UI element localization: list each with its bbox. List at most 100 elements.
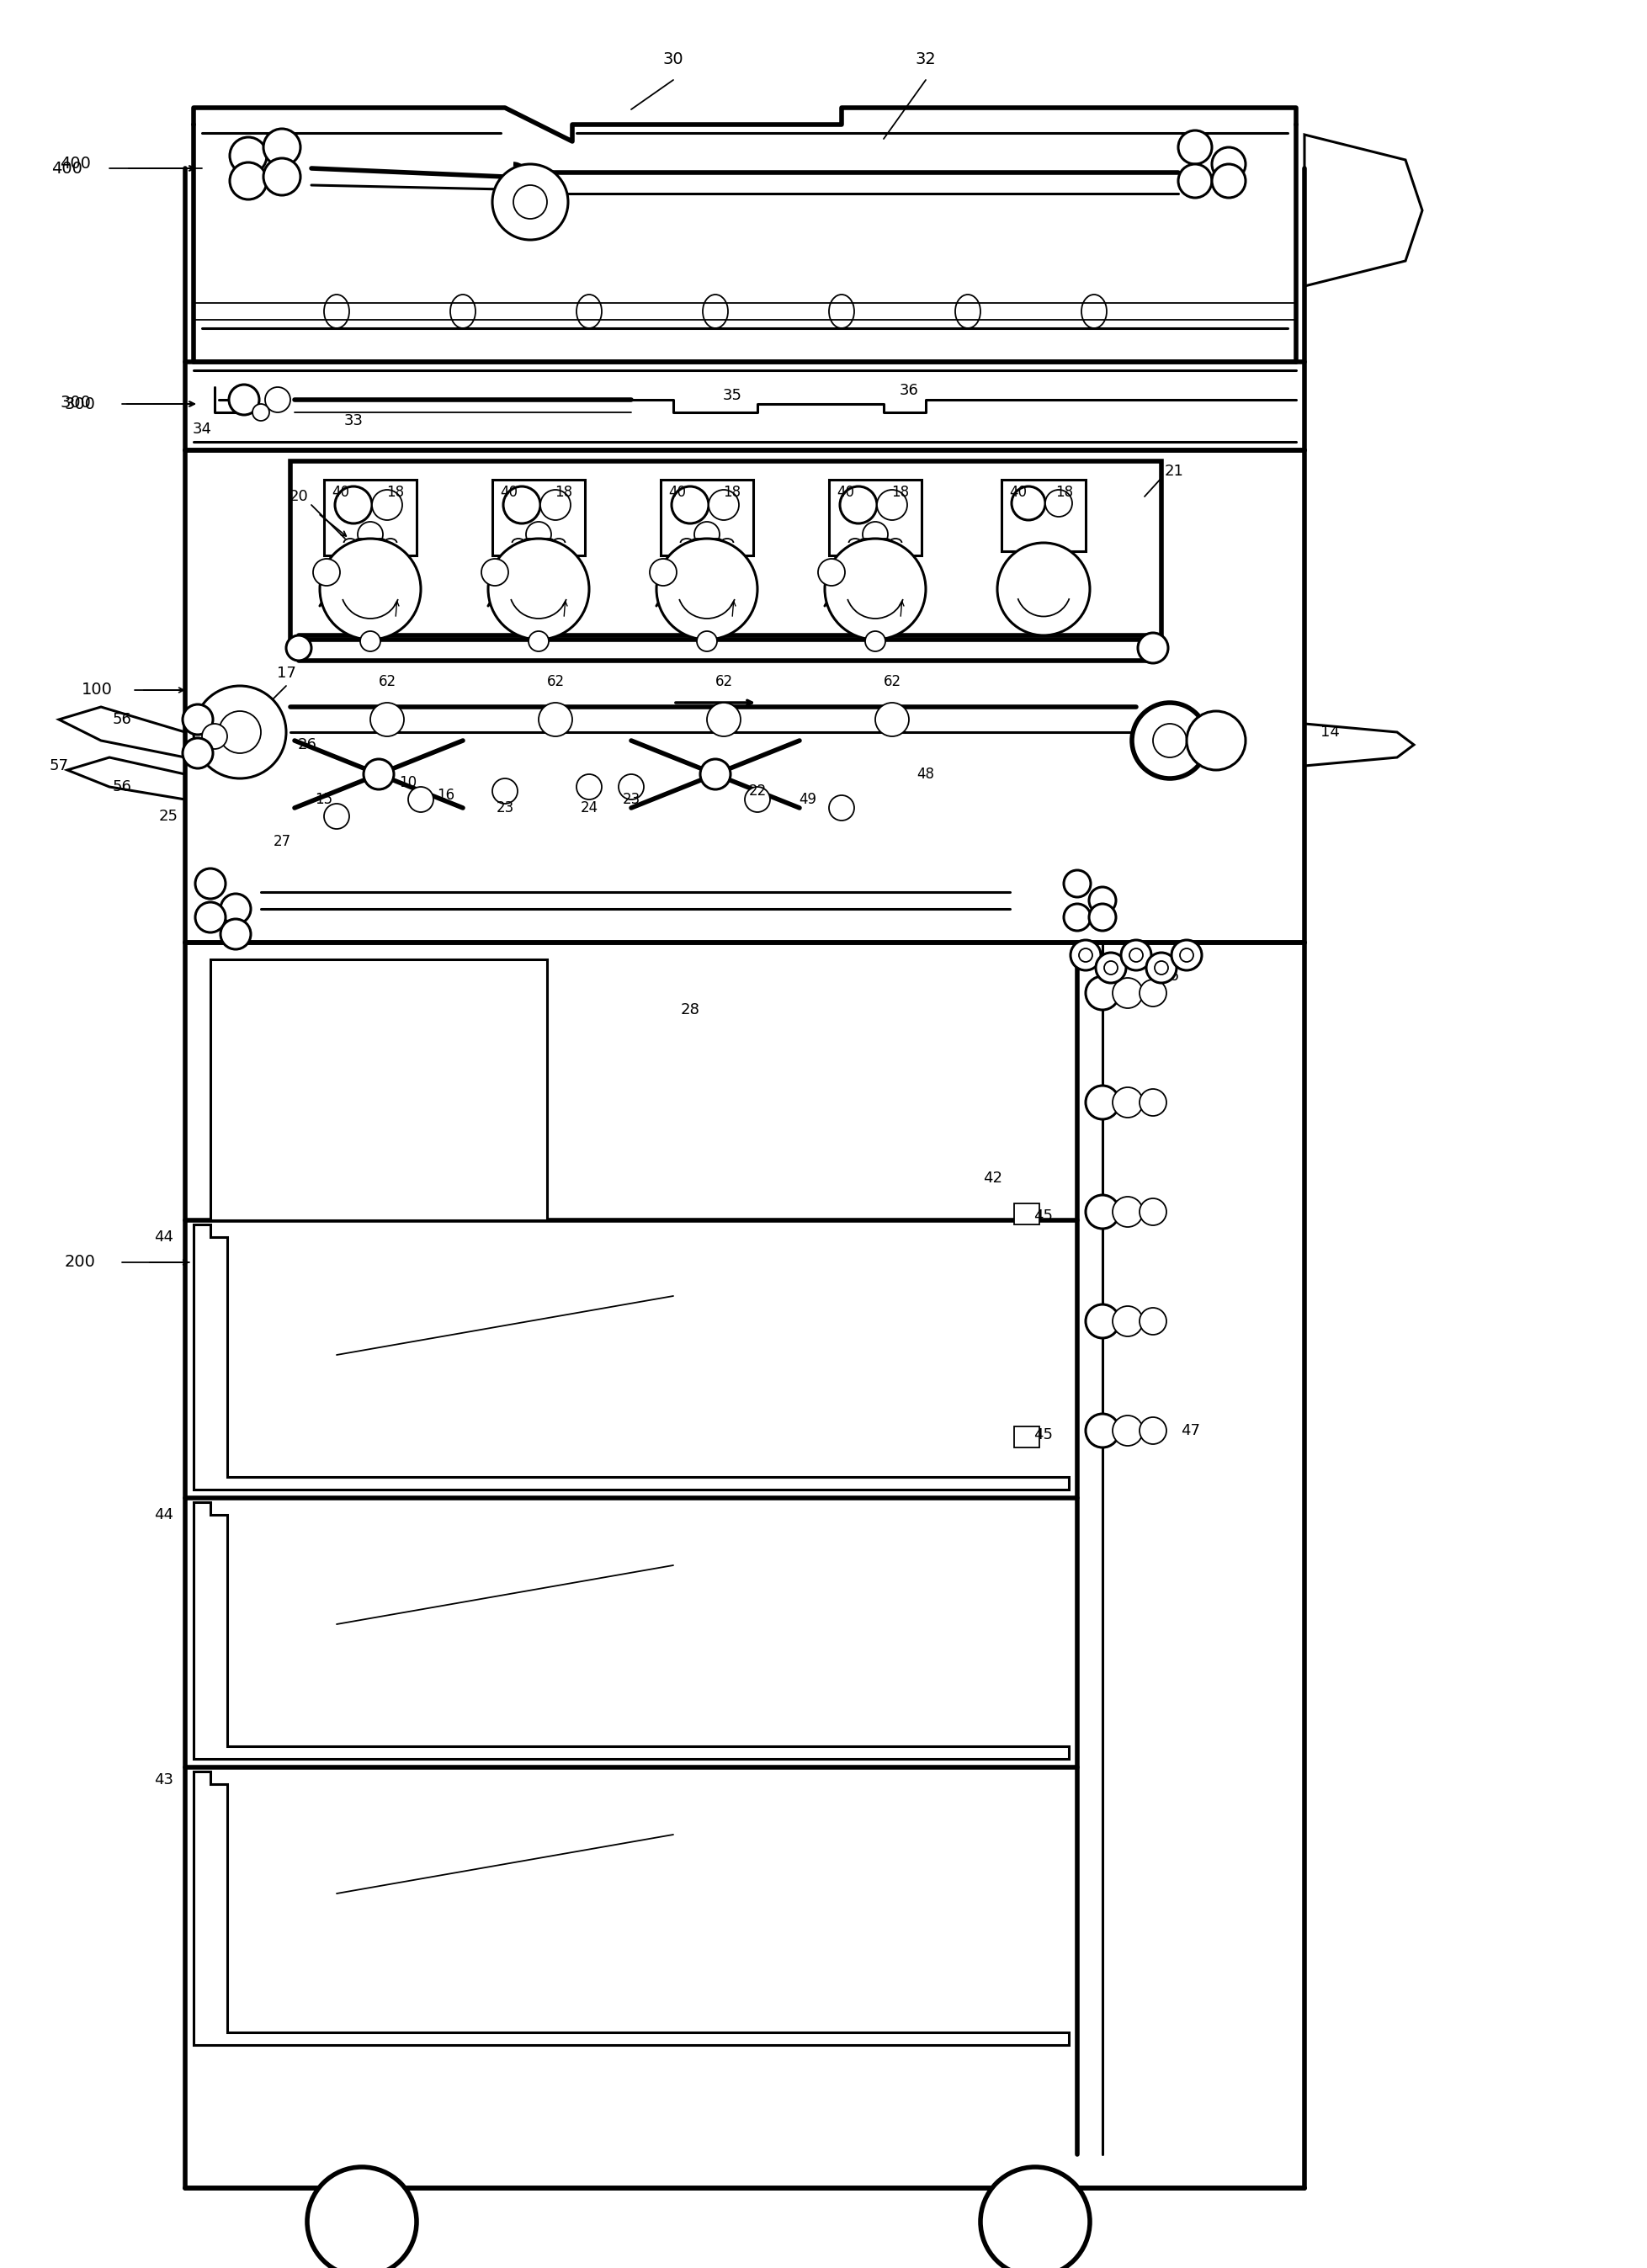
- Circle shape: [313, 558, 339, 585]
- Circle shape: [357, 522, 382, 547]
- Circle shape: [264, 129, 300, 166]
- Circle shape: [540, 490, 570, 519]
- Circle shape: [492, 778, 517, 803]
- Polygon shape: [59, 708, 184, 758]
- Text: 26: 26: [298, 737, 316, 753]
- Circle shape: [700, 760, 730, 789]
- Polygon shape: [193, 1771, 1069, 2046]
- Circle shape: [229, 163, 267, 200]
- Circle shape: [1211, 163, 1245, 197]
- Circle shape: [306, 2166, 417, 2268]
- Circle shape: [865, 631, 884, 651]
- Circle shape: [576, 773, 601, 801]
- Circle shape: [1140, 980, 1166, 1007]
- Circle shape: [1112, 1086, 1143, 1118]
- Text: 17: 17: [277, 667, 295, 680]
- Circle shape: [656, 538, 758, 640]
- Text: 34: 34: [193, 422, 211, 438]
- Circle shape: [371, 703, 404, 737]
- Polygon shape: [1304, 723, 1413, 767]
- Bar: [1001, 481, 1085, 551]
- Circle shape: [697, 631, 716, 651]
- Text: 300: 300: [64, 397, 96, 413]
- Circle shape: [229, 136, 267, 175]
- Circle shape: [1079, 948, 1092, 962]
- Text: 48: 48: [916, 767, 934, 782]
- Text: 46: 46: [1159, 968, 1179, 984]
- Text: 62: 62: [379, 674, 395, 689]
- Circle shape: [1131, 703, 1207, 778]
- Circle shape: [693, 522, 720, 547]
- Text: 40: 40: [501, 485, 517, 499]
- Circle shape: [1103, 962, 1117, 975]
- Circle shape: [1211, 147, 1245, 181]
- Circle shape: [287, 635, 311, 660]
- Circle shape: [840, 485, 876, 524]
- Circle shape: [1153, 723, 1186, 758]
- Text: 28: 28: [680, 1002, 700, 1018]
- Text: 56: 56: [112, 712, 132, 728]
- Circle shape: [1085, 1413, 1118, 1447]
- Circle shape: [1071, 939, 1100, 971]
- Text: 40: 40: [1010, 485, 1026, 499]
- Circle shape: [514, 186, 547, 218]
- Circle shape: [1085, 975, 1118, 1009]
- Text: 32: 32: [914, 50, 935, 66]
- Circle shape: [1140, 1198, 1166, 1225]
- Text: 23: 23: [496, 801, 514, 816]
- Text: 43: 43: [155, 1771, 173, 1787]
- Circle shape: [1085, 1086, 1118, 1120]
- Circle shape: [875, 703, 909, 737]
- Circle shape: [861, 522, 888, 547]
- Circle shape: [193, 685, 287, 778]
- Circle shape: [502, 485, 540, 524]
- Text: 20: 20: [288, 490, 308, 503]
- Circle shape: [539, 703, 572, 737]
- Circle shape: [1179, 948, 1192, 962]
- Circle shape: [744, 787, 769, 812]
- Text: 35: 35: [721, 388, 741, 404]
- Bar: [324, 481, 417, 556]
- Circle shape: [1044, 490, 1072, 517]
- Circle shape: [1128, 948, 1143, 962]
- Text: 40: 40: [837, 485, 855, 499]
- Circle shape: [264, 159, 300, 195]
- Circle shape: [825, 538, 926, 640]
- Text: 200: 200: [64, 1254, 96, 1270]
- Circle shape: [1089, 905, 1115, 930]
- Text: 22: 22: [748, 782, 766, 798]
- Bar: [828, 481, 921, 556]
- Circle shape: [219, 712, 260, 753]
- Text: 21: 21: [1164, 463, 1183, 479]
- Bar: [660, 481, 753, 556]
- Circle shape: [1064, 871, 1090, 898]
- Text: 16: 16: [436, 787, 455, 803]
- Circle shape: [194, 869, 226, 898]
- Text: 10: 10: [399, 776, 417, 789]
- Circle shape: [708, 490, 738, 519]
- Circle shape: [817, 558, 845, 585]
- Circle shape: [1112, 1415, 1143, 1445]
- Circle shape: [408, 787, 433, 812]
- Text: 47: 47: [1181, 1422, 1201, 1438]
- Circle shape: [672, 485, 708, 524]
- Text: 23: 23: [623, 792, 639, 807]
- Text: 25: 25: [158, 810, 178, 823]
- Circle shape: [481, 558, 507, 585]
- Text: 24: 24: [580, 801, 598, 816]
- Text: 56: 56: [112, 780, 132, 794]
- Text: 36: 36: [899, 383, 917, 399]
- Text: 400: 400: [61, 156, 91, 172]
- Bar: [1013, 1204, 1039, 1225]
- Circle shape: [996, 542, 1089, 635]
- Bar: [492, 481, 585, 556]
- Text: 18: 18: [387, 485, 404, 499]
- Bar: [290, 460, 1161, 640]
- Text: 57: 57: [49, 758, 69, 773]
- Text: 49: 49: [799, 792, 817, 807]
- Text: 18: 18: [1056, 485, 1072, 499]
- Text: 44: 44: [155, 1229, 173, 1245]
- Circle shape: [194, 903, 226, 932]
- Circle shape: [229, 386, 259, 415]
- Text: 33: 33: [344, 413, 362, 429]
